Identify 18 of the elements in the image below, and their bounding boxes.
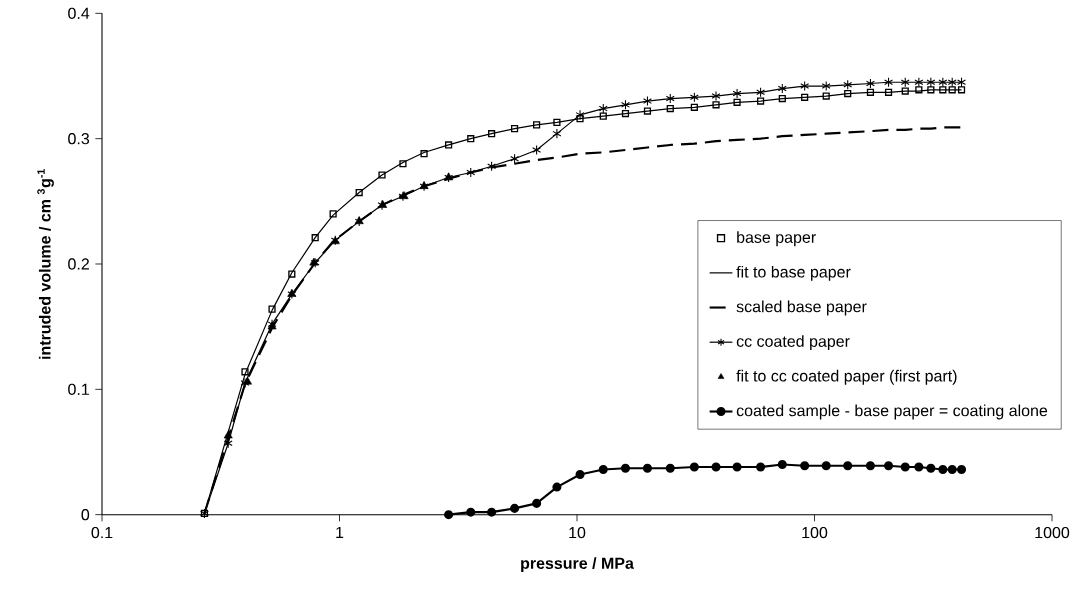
legend-label: base paper [737,231,816,247]
x-tick-label: 10 [569,526,586,539]
y-tick-label: 0.2 [68,258,89,270]
y-tick-label: 0 [81,509,90,521]
legend-label: fit to base paper [736,265,851,281]
x-tick-label: 1000 [1035,526,1070,539]
x-tick-label: 100 [802,526,828,539]
legend-label: cc coated paper [736,335,850,351]
y-tick-label: 0.3 [68,133,90,145]
y-axis-title: intruded volume / cm $^{3}$g$^{-1}$ [37,169,54,359]
legend-label: fit to cc coated paper (first part) [736,369,957,385]
legend-label: scaled base paper [736,300,867,316]
legend-label: coated sample - base paper = coating alone [736,404,1048,420]
y-tick-label: 0.4 [68,7,90,19]
x-tick-label: 0.1 [91,526,113,539]
y-tick-label: 0.1 [68,383,89,395]
x-tick-label: 1 [336,526,344,538]
x-axis-title: pressure / MPa [521,557,634,573]
